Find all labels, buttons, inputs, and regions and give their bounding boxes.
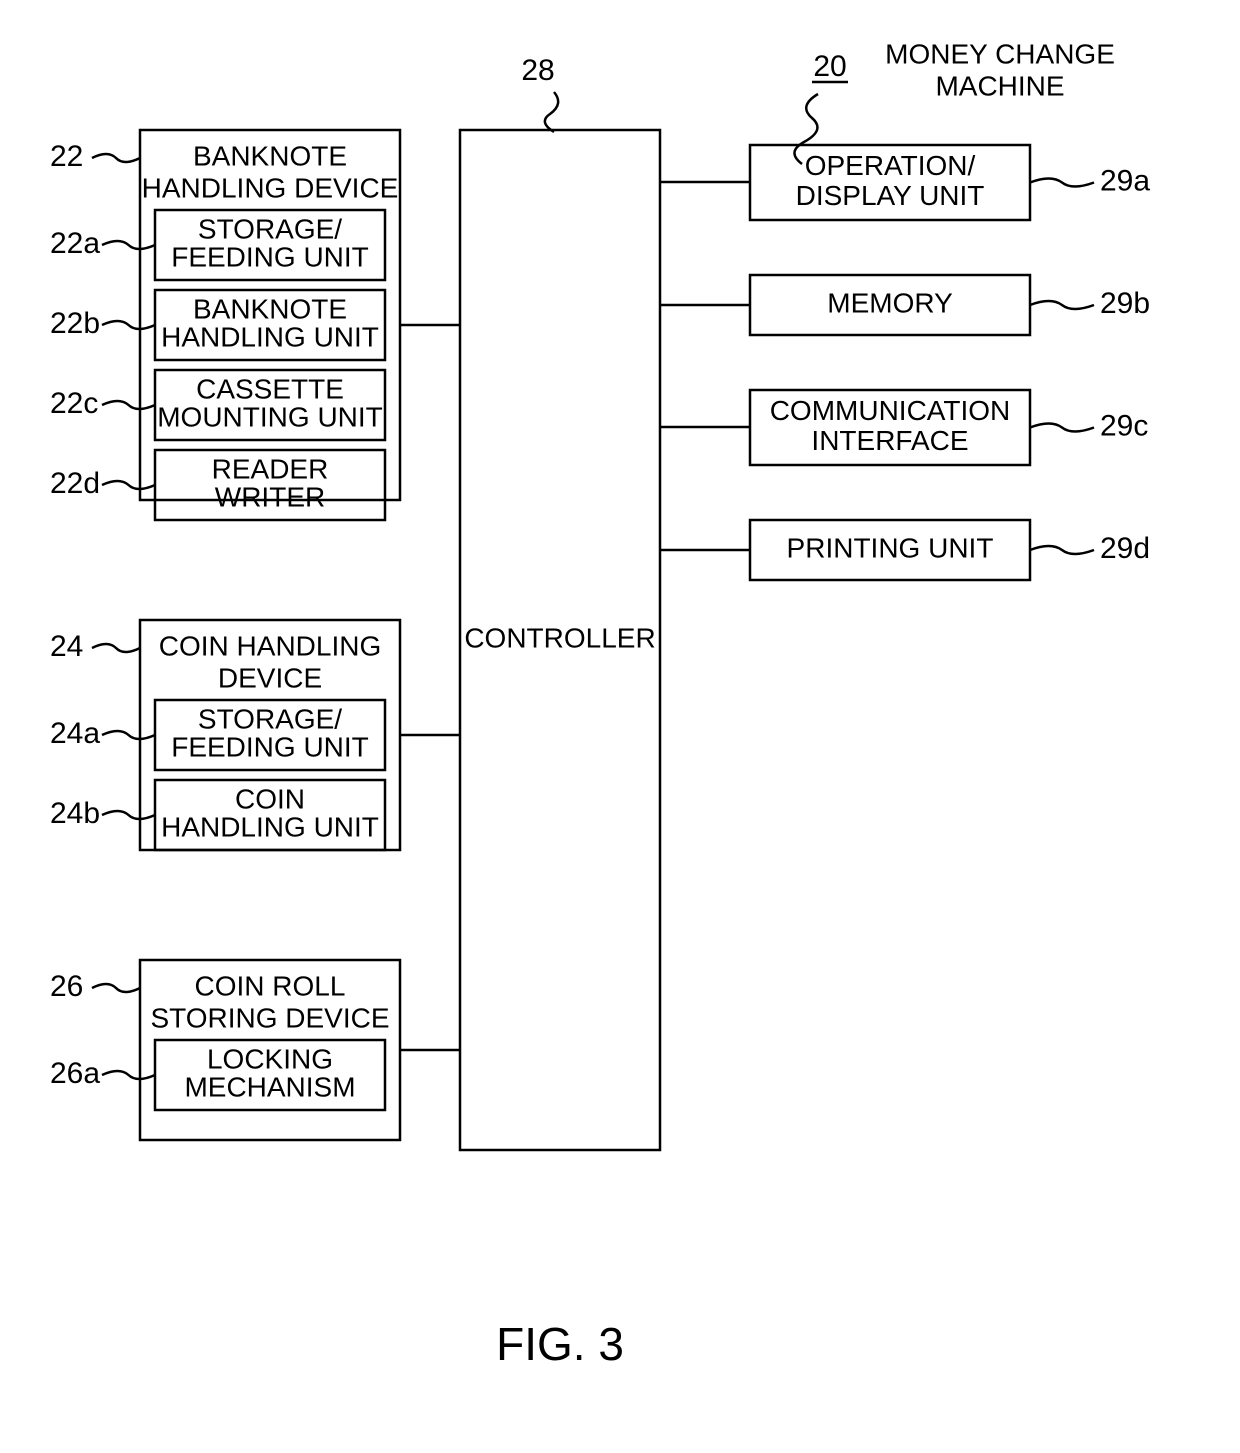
ref-lead-29b (1030, 301, 1094, 309)
group-title-26: COIN ROLL (195, 970, 346, 1001)
inner-label-22d: READER (212, 453, 329, 484)
ref-29b: 29b (1100, 287, 1150, 320)
ref-lead-22a (102, 241, 155, 249)
inner-label-24b: HANDLING UNIT (161, 811, 379, 842)
ref-28-lead (545, 92, 558, 132)
ref-lead-29c (1030, 424, 1094, 432)
inner-label-22c: MOUNTING UNIT (157, 401, 383, 432)
ref-22b: 22b (50, 307, 100, 340)
inner-label-22a: STORAGE/ (198, 213, 342, 244)
inner-label-24a: FEEDING UNIT (171, 731, 369, 762)
inner-label-24b: COIN (235, 783, 305, 814)
ref-lead-24b (102, 811, 155, 819)
ref-lead-22 (92, 154, 140, 162)
box-label-29b: MEMORY (827, 287, 953, 318)
ref-22c: 22c (50, 387, 98, 420)
ref-lead-26 (92, 984, 140, 992)
diagram-canvas: 20 MONEY CHANGEMACHINE 28 CONTROLLER BANKNOT… (0, 0, 1240, 1453)
ref-22: 22 (50, 140, 83, 173)
group-title-26: STORING DEVICE (150, 1002, 389, 1033)
group-title-22: BANKNOTE (193, 140, 347, 171)
ref-lead-22c (102, 401, 155, 409)
ref-26: 26 (50, 970, 83, 1003)
box-label-29c: COMMUNICATION (770, 395, 1011, 426)
ref-24b: 24b (50, 797, 100, 830)
ref-28: 28 (521, 54, 554, 87)
ref-24: 24 (50, 630, 83, 663)
ref-24a: 24a (50, 717, 100, 750)
inner-label-22c: CASSETTE (196, 373, 344, 404)
ref-lead-29a (1030, 179, 1094, 187)
title-money-change-machine: MACHINE (935, 70, 1064, 101)
title-money-change-machine: MONEY CHANGE (885, 38, 1115, 69)
inner-label-22d: WRITER (215, 481, 325, 512)
inner-label-26a: LOCKING (207, 1043, 333, 1074)
ref-20: 20 (813, 50, 846, 83)
box-label-29a: OPERATION/ (805, 150, 976, 181)
inner-label-24a: STORAGE/ (198, 703, 342, 734)
group-title-24: COIN HANDLING (159, 630, 381, 661)
group-title-24: DEVICE (218, 662, 322, 693)
ref-26a: 26a (50, 1057, 100, 1090)
ref-lead-29d (1030, 546, 1094, 554)
ref-22a: 22a (50, 227, 100, 260)
ref-lead-24a (102, 731, 155, 739)
box-label-29d: PRINTING UNIT (787, 532, 994, 563)
ref-29c: 29c (1100, 409, 1148, 442)
controller-label: CONTROLLER (464, 622, 655, 653)
ref-29a: 29a (1100, 164, 1150, 197)
ref-29d: 29d (1100, 532, 1150, 565)
ref-lead-22d (102, 481, 155, 489)
inner-label-22b: HANDLING UNIT (161, 321, 379, 352)
figure-label: FIG. 3 (496, 1318, 624, 1370)
inner-label-22a: FEEDING UNIT (171, 241, 369, 272)
ref-22d: 22d (50, 467, 100, 500)
ref-lead-24 (92, 644, 140, 652)
inner-label-26a: MECHANISM (184, 1071, 355, 1102)
group-title-22: HANDLING DEVICE (142, 172, 399, 203)
ref-lead-22b (102, 321, 155, 329)
box-label-29a: DISPLAY UNIT (796, 180, 985, 211)
box-label-29c: INTERFACE (811, 425, 968, 456)
inner-label-22b: BANKNOTE (193, 293, 347, 324)
ref-lead-26a (102, 1071, 155, 1079)
